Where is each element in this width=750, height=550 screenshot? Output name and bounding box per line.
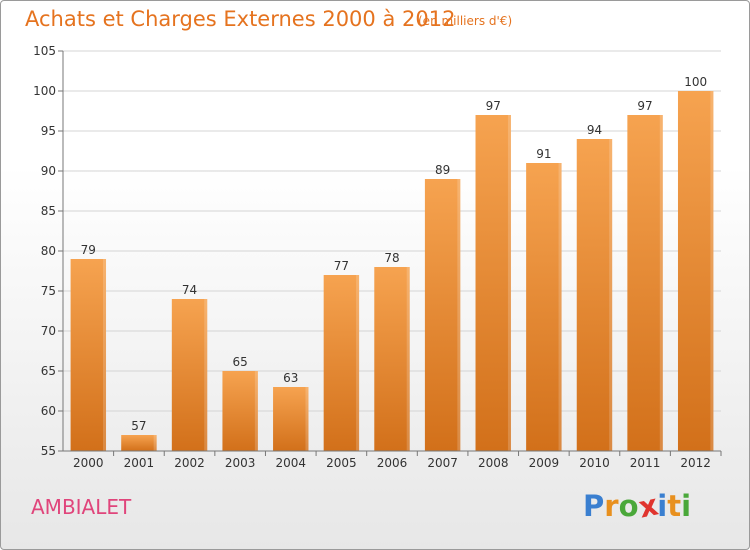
y-tick-label: 85	[41, 204, 56, 218]
bar-highlight	[457, 179, 461, 451]
bar-highlight	[356, 275, 360, 451]
proxiti-logo[interactable]: Proxiti	[583, 487, 692, 524]
bar-value-label: 100	[684, 75, 707, 89]
bar-value-label: 57	[131, 419, 146, 433]
bar	[374, 267, 410, 451]
bar	[323, 275, 360, 451]
y-tick-label: 70	[41, 324, 56, 338]
bar	[273, 387, 309, 451]
axes	[58, 50, 722, 456]
bar-value-label: 74	[182, 283, 197, 297]
x-tick-label: 2001	[124, 456, 155, 470]
x-tick-label: 2010	[579, 456, 610, 470]
labels: 55 60 65 70 75 80 85 90 95 100 105 79 2000 57 2001 74 20…	[33, 44, 711, 470]
bar-value-label: 97	[637, 99, 652, 113]
bar-value-label: 65	[233, 355, 248, 369]
logo-letter: i	[681, 489, 692, 523]
bar	[475, 115, 511, 451]
y-tick-label: 55	[41, 444, 56, 458]
bar-highlight	[609, 139, 613, 451]
bar-value-label: 78	[384, 251, 399, 265]
logo-letter: i	[657, 489, 668, 523]
bar-value-label: 63	[283, 371, 298, 385]
bar-value-label: 94	[587, 123, 602, 137]
bars	[70, 91, 714, 451]
bar-highlight	[204, 299, 208, 451]
x-tick-label: 2000	[73, 456, 104, 470]
bar-highlight	[507, 115, 511, 451]
bar	[70, 259, 107, 451]
y-tick-label: 65	[41, 364, 56, 378]
logo-letter: r	[604, 489, 619, 523]
x-tick-label: 2003	[225, 456, 256, 470]
bar	[677, 91, 714, 451]
bar-highlight	[103, 259, 107, 451]
bar	[171, 299, 208, 451]
bar-value-label: 79	[81, 243, 96, 257]
bar-value-label: 77	[334, 259, 349, 273]
logo-letter: P	[583, 489, 605, 523]
x-tick-label: 2007	[427, 456, 458, 470]
x-tick-label: 2012	[680, 456, 711, 470]
logo-letter: t	[667, 489, 682, 523]
logo-letter: o	[618, 489, 639, 523]
bar-highlight	[710, 91, 714, 451]
y-tick-label: 95	[41, 124, 56, 138]
bar-highlight	[305, 387, 309, 451]
y-tick-label: 75	[41, 284, 56, 298]
bar-value-label: 97	[486, 99, 501, 113]
x-tick-label: 2009	[529, 456, 560, 470]
bar	[526, 163, 562, 451]
bar	[424, 179, 461, 451]
x-tick-label: 2005	[326, 456, 357, 470]
commune-name: AMBIALET	[31, 495, 132, 519]
bar-value-label: 89	[435, 163, 450, 177]
bar	[576, 139, 613, 451]
bar-highlight	[659, 115, 663, 451]
bar-value-label: 91	[536, 147, 551, 161]
y-tick-label: 80	[41, 244, 56, 258]
y-tick-label: 100	[33, 84, 56, 98]
bar-highlight	[406, 267, 410, 451]
chart-title: Achats et Charges Externes 2000 à 2012	[25, 7, 456, 31]
bar-highlight	[558, 163, 562, 451]
chart-subtitle: (en milliers d'€)	[418, 14, 513, 28]
x-tick-label: 2002	[174, 456, 205, 470]
bar-highlight	[254, 371, 258, 451]
x-tick-label: 2008	[478, 456, 509, 470]
x-tick-label: 2011	[630, 456, 661, 470]
bar	[222, 371, 258, 451]
x-tick-label: 2006	[377, 456, 408, 470]
x-tick-label: 2004	[275, 456, 306, 470]
y-tick-label: 60	[41, 404, 56, 418]
bar-highlight	[153, 435, 157, 451]
bar	[121, 435, 157, 451]
bar	[627, 115, 663, 451]
y-tick-label: 105	[33, 44, 56, 58]
y-tick-label: 90	[41, 164, 56, 178]
